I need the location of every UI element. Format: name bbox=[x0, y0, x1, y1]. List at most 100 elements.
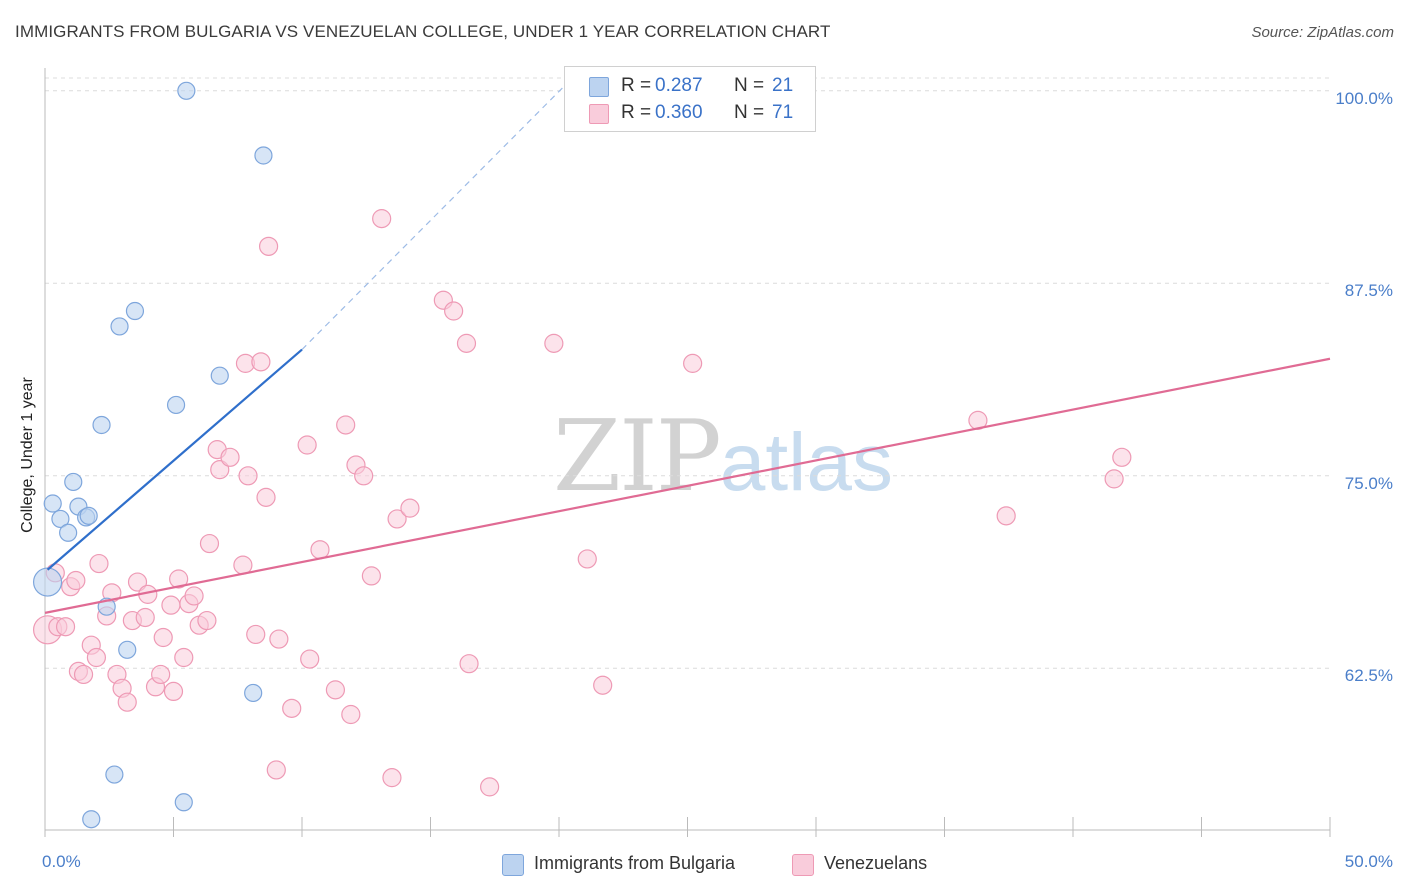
venezuelans-point bbox=[297, 435, 317, 455]
legend-swatch-bulgaria bbox=[502, 854, 524, 876]
venezuelans-point bbox=[480, 777, 500, 797]
bulgaria-point bbox=[105, 765, 124, 784]
venezuelans-point bbox=[996, 506, 1016, 526]
venezuelans-point bbox=[300, 649, 320, 669]
venezuelans-point bbox=[184, 586, 204, 606]
bulgaria-point bbox=[110, 317, 129, 336]
venezuelans-point bbox=[246, 624, 266, 645]
bulgaria-point bbox=[210, 366, 229, 385]
bulgaria-point bbox=[118, 640, 137, 659]
venezuelans-point bbox=[444, 301, 464, 321]
venezuelans-point bbox=[163, 681, 184, 702]
venezuelans-point bbox=[251, 352, 271, 372]
venezuelans-point bbox=[544, 333, 564, 353]
bulgaria-point bbox=[166, 395, 186, 415]
chart-source: Source: ZipAtlas.com bbox=[1251, 24, 1394, 41]
venezuelans-point bbox=[174, 647, 194, 668]
venezuelans-point bbox=[577, 549, 597, 569]
y-tick-label: 62.5% bbox=[1344, 666, 1393, 686]
bulgaria-point bbox=[244, 683, 263, 703]
stats-n-label: N = bbox=[734, 75, 765, 96]
bulgaria-point bbox=[32, 567, 63, 597]
venezuelans-point bbox=[153, 627, 173, 648]
stats-swatch-venezuelans bbox=[589, 104, 609, 124]
axis-layer bbox=[44, 68, 1331, 837]
stats-swatch-bulgaria bbox=[589, 77, 609, 97]
venezuelans-point bbox=[372, 209, 392, 229]
venezuelans-point bbox=[382, 768, 402, 788]
bulgaria-point bbox=[125, 301, 145, 321]
grid-layer bbox=[45, 77, 1330, 669]
venezuelans-point bbox=[151, 664, 171, 685]
venezuelans-point bbox=[220, 447, 240, 467]
bulgaria-point bbox=[43, 494, 62, 513]
venezuelans-point bbox=[683, 353, 703, 373]
stats-r-value: 0.360 bbox=[655, 102, 703, 123]
y-tick-label: 87.5% bbox=[1344, 281, 1393, 301]
venezuelans-point bbox=[89, 553, 109, 574]
bulgaria-point bbox=[82, 810, 101, 829]
bulgaria-trend-line bbox=[46, 348, 303, 571]
bulgaria-trend-extension bbox=[301, 78, 573, 350]
stats-n-value: 21 bbox=[772, 75, 794, 96]
venezuelans-point bbox=[161, 595, 181, 615]
venezuelans-point bbox=[210, 460, 230, 480]
venezuelans-point bbox=[282, 698, 302, 718]
bulgaria-point bbox=[79, 506, 98, 525]
bulgaria-point bbox=[174, 793, 193, 812]
stats-r-value: 0.287 bbox=[655, 75, 703, 96]
venezuelans-point bbox=[593, 675, 613, 695]
venezuelans-point bbox=[336, 415, 356, 435]
bulgaria-point bbox=[177, 81, 196, 100]
venezuelans-point bbox=[258, 236, 279, 256]
bulgaria-point bbox=[59, 523, 78, 542]
venezuelans-point bbox=[169, 569, 189, 589]
bulgaria-points bbox=[32, 81, 273, 829]
bulgaria-point bbox=[92, 415, 111, 435]
legend-label-bulgaria: Immigrants from Bulgaria bbox=[534, 853, 736, 873]
venezuelans-point bbox=[55, 617, 76, 637]
trend-lines bbox=[44, 78, 1331, 614]
stats-legend-box: R = 0.287 N = 21 R = 0.360 N = 71 bbox=[564, 66, 816, 132]
venezuelans-point bbox=[117, 692, 137, 712]
x-tick-label: 0.0% bbox=[42, 852, 81, 871]
venezuelans-point bbox=[387, 509, 407, 529]
bulgaria-point bbox=[254, 146, 273, 165]
stats-r-label: R = bbox=[621, 102, 652, 123]
venezuelans-point bbox=[361, 566, 381, 586]
venezuelans-point bbox=[325, 680, 346, 700]
venezuelans-point bbox=[256, 487, 276, 507]
venezuelans-point bbox=[73, 664, 94, 685]
venezuelans-point bbox=[1104, 469, 1124, 489]
venezuelans-point bbox=[269, 629, 289, 649]
y-axis-title: College, Under 1 year bbox=[19, 377, 36, 533]
venezuelans-point bbox=[400, 498, 420, 518]
x-tick-label: 50.0% bbox=[1344, 852, 1393, 871]
venezuelans-point bbox=[86, 647, 107, 668]
venezuelans-point bbox=[459, 654, 479, 674]
stats-n-label: N = bbox=[734, 102, 765, 123]
venezuelans-point bbox=[199, 533, 220, 554]
venezuelans-point bbox=[66, 570, 86, 591]
bulgaria-point bbox=[51, 509, 70, 529]
venezuelans-trend-line bbox=[44, 357, 1331, 614]
venezuelans-point bbox=[456, 333, 477, 353]
venezuelans-point bbox=[266, 760, 286, 780]
venezuelans-point bbox=[135, 607, 155, 628]
venezuelans-point bbox=[310, 540, 330, 560]
venezuelans-point bbox=[127, 572, 148, 592]
y-tick-label: 75.0% bbox=[1344, 473, 1393, 493]
venezuelans-point bbox=[341, 704, 361, 725]
stats-r-label: R = bbox=[621, 75, 652, 96]
venezuelans-point bbox=[1112, 447, 1132, 467]
legend-label-venezuelans: Venezuelans bbox=[824, 853, 928, 873]
venezuelans-points bbox=[32, 209, 1132, 797]
venezuelans-point bbox=[238, 466, 258, 486]
chart-title: IMMIGRANTS FROM BULGARIA VS VENEZUELAN C… bbox=[15, 22, 831, 41]
bulgaria-point bbox=[64, 472, 83, 492]
venezuelans-point bbox=[354, 466, 374, 486]
venezuelans-point bbox=[197, 610, 217, 631]
y-tick-label: 100.0% bbox=[1335, 88, 1393, 108]
stats-n-value: 71 bbox=[772, 102, 794, 123]
